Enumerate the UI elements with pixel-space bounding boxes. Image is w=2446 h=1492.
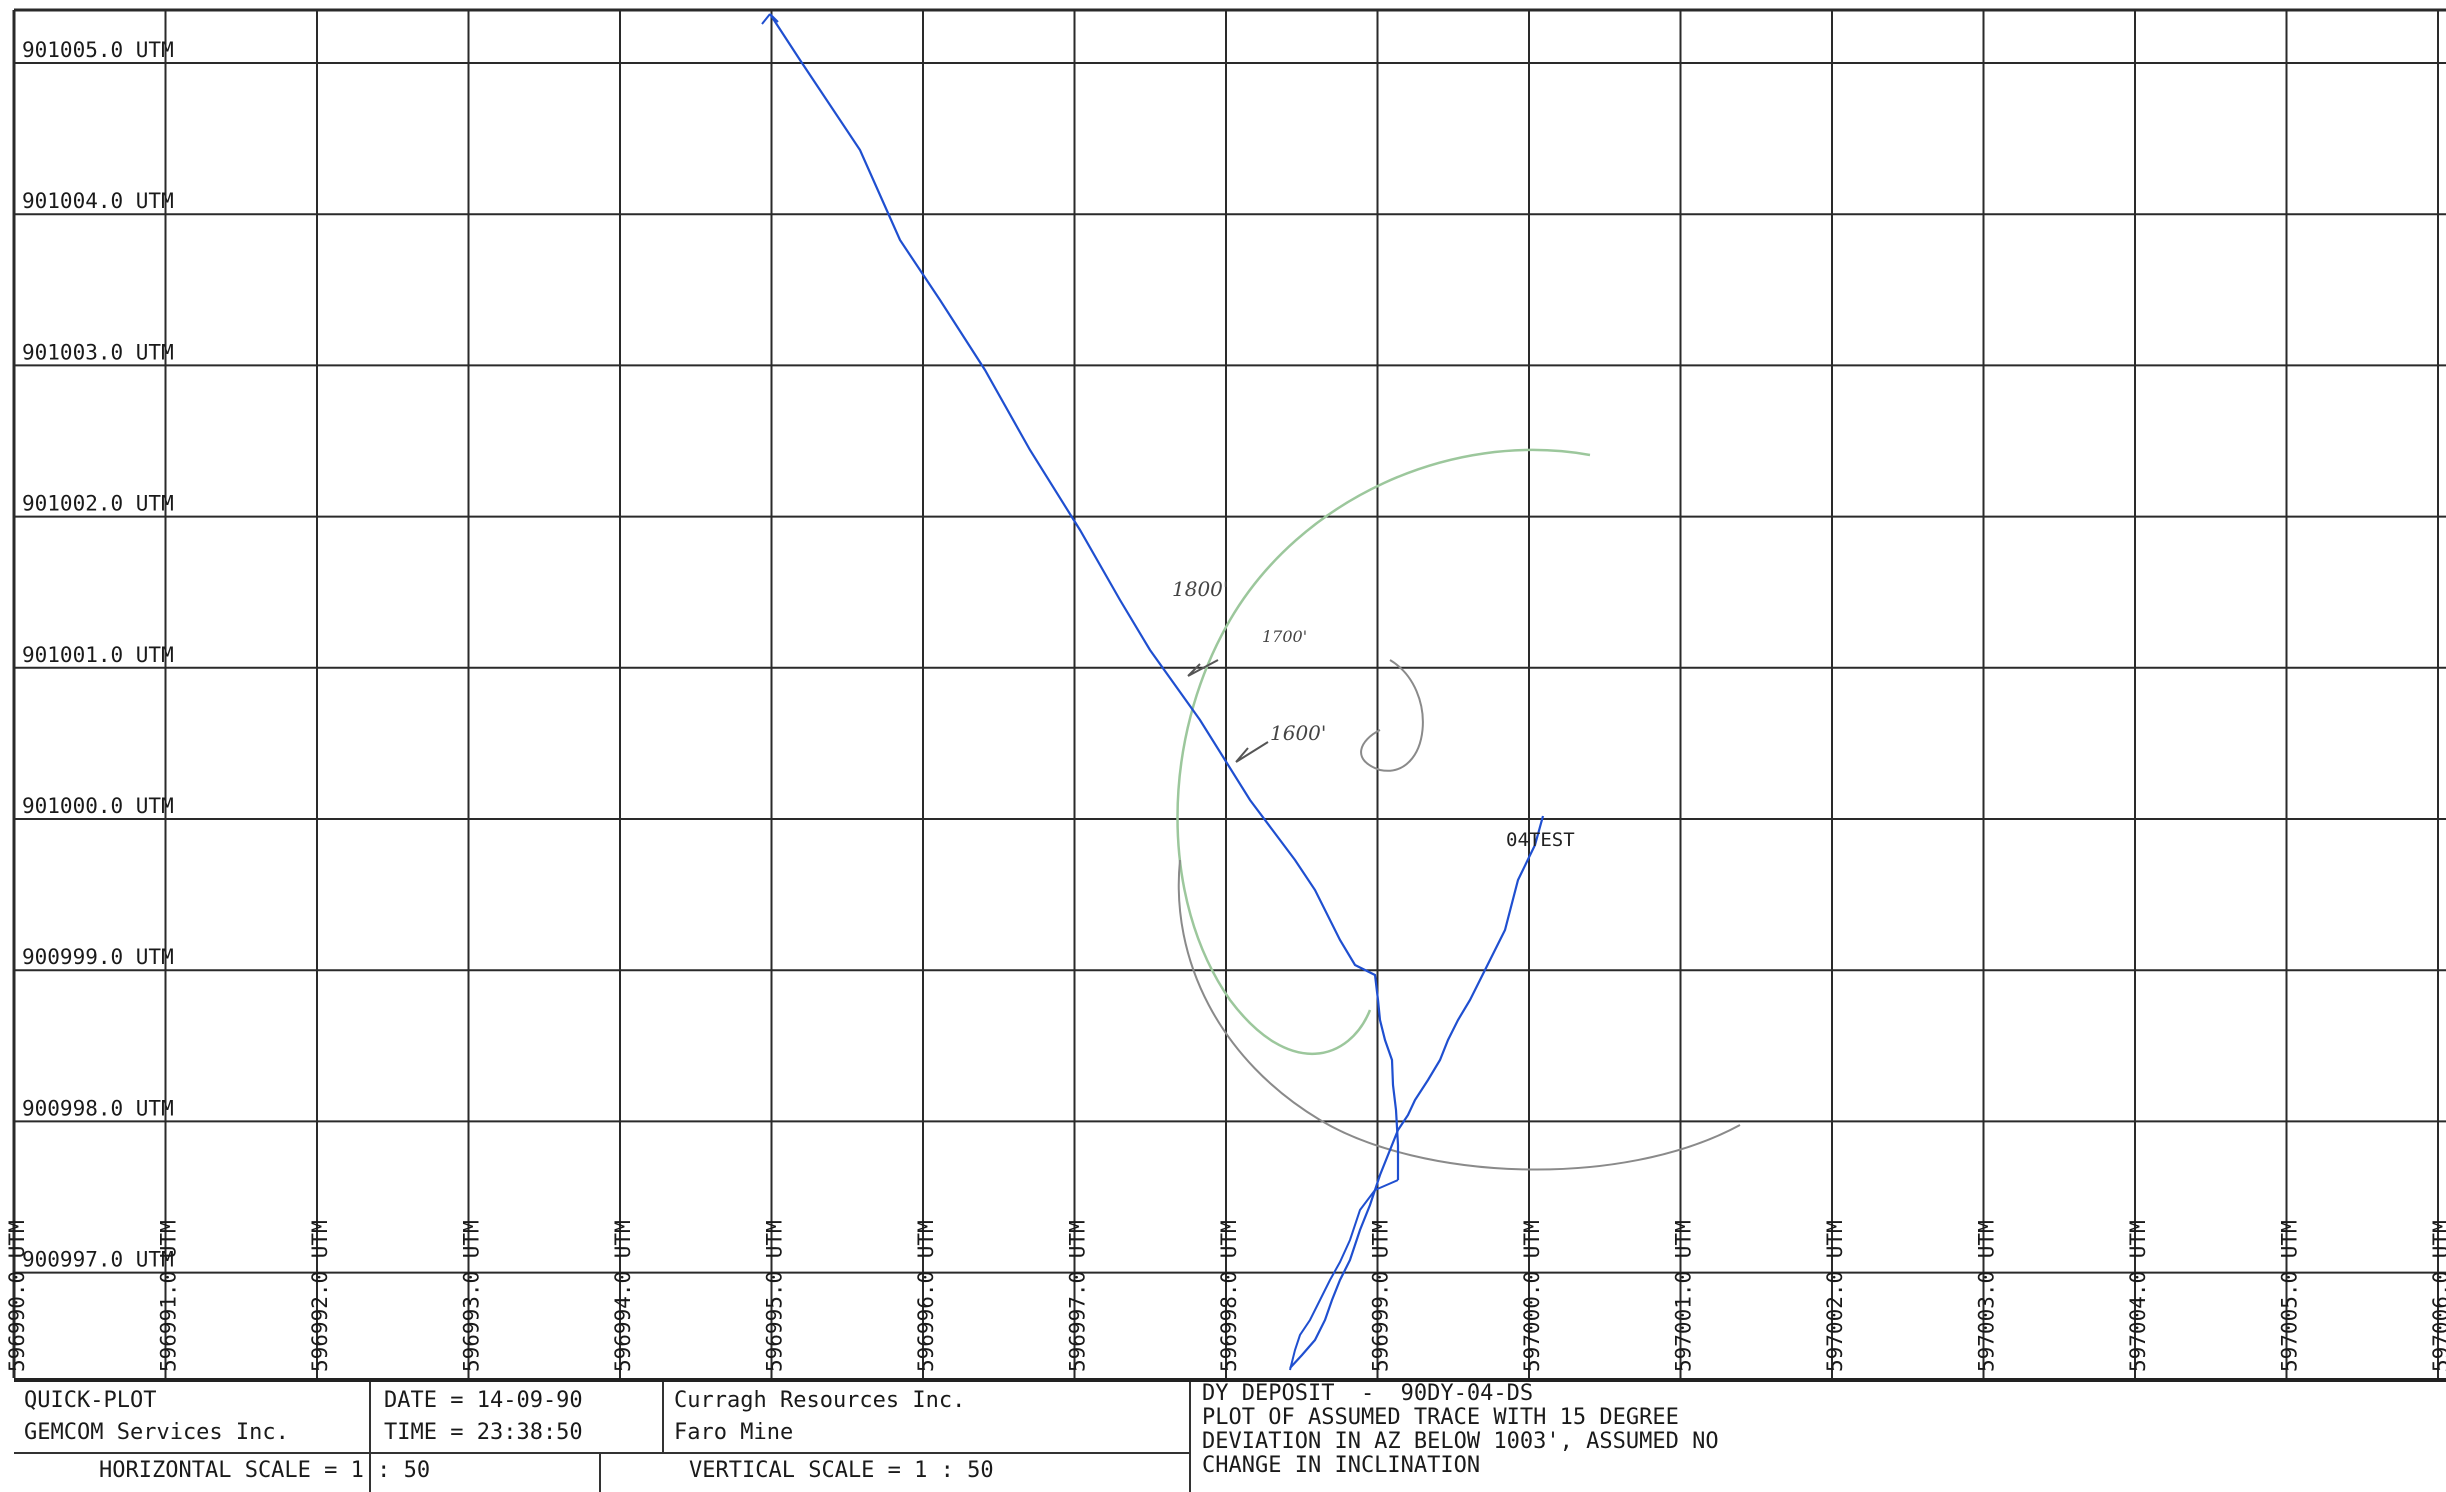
easting-label: 596990.0 UTM <box>5 1220 29 1372</box>
horizontal-scale: HORIZONTAL SCALE = 1 : 50 <box>99 1458 431 1483</box>
easting-label: 597000.0 UTM <box>1520 1220 1544 1372</box>
easting-label: 597001.0 UTM <box>1672 1220 1696 1372</box>
trace-start-arrow <box>761 13 779 25</box>
description-line-2: PLOT OF ASSUMED TRACE WITH 15 DEGREE <box>1202 1405 1679 1430</box>
northing-label: 901003.0 UTM <box>22 340 174 364</box>
easting-label: 596997.0 UTM <box>1066 1220 1090 1372</box>
plot-time: TIME = 23:38:50 <box>384 1420 583 1445</box>
easting-label: 596995.0 UTM <box>763 1220 787 1372</box>
vertical-scale: VERTICAL SCALE = 1 : 50 <box>689 1458 994 1483</box>
site-name: Faro Mine <box>674 1420 794 1445</box>
easting-label: 597002.0 UTM <box>1823 1220 1847 1372</box>
annotation-1600: 1600' <box>1270 721 1326 745</box>
northing-label: 901000.0 UTM <box>22 794 174 818</box>
drill-trace-04test <box>1289 815 1545 1369</box>
northing-label: 900998.0 UTM <box>22 1096 174 1120</box>
northing-label: 900997.0 UTM <box>22 1248 174 1272</box>
easting-label: 596999.0 UTM <box>1369 1220 1393 1372</box>
easting-label: 597006.0 UTM <box>2429 1220 2446 1372</box>
northing-label: 901004.0 UTM <box>22 189 174 213</box>
hole-label: 04TEST <box>1506 829 1575 851</box>
easting-label: 596992.0 UTM <box>308 1220 332 1372</box>
annotation-1700: 1700' <box>1262 627 1307 646</box>
easting-label: 596998.0 UTM <box>1217 1220 1241 1372</box>
easting-labels: 596990.0 UTM 596991.0 UTM 596992.0 UTM 5969… <box>5 1220 2446 1372</box>
drill-trace-offset <box>1289 1179 1399 1371</box>
description-line-3: DEVIATION IN AZ BELOW 1003', ASSUMED NO <box>1202 1429 1719 1454</box>
easting-label: 596991.0 UTM <box>157 1220 181 1372</box>
annotation-1800: 1800' <box>1172 577 1228 601</box>
pencil-arrow-1600 <box>1235 741 1269 763</box>
easting-label: 596996.0 UTM <box>914 1220 938 1372</box>
northing-labels: 901005.0 UTM 901004.0 UTM 901003.0 UTM 9010… <box>22 38 174 1272</box>
company-name: Curragh Resources Inc. <box>674 1388 966 1413</box>
title-block: QUICK-PLOT GEMCOM Services Inc. DATE = 1… <box>14 1378 2446 1492</box>
northing-label: 901005.0 UTM <box>22 38 174 62</box>
program-name: QUICK-PLOT <box>24 1388 157 1413</box>
northing-label: 901002.0 UTM <box>22 492 174 516</box>
pencil-spiral <box>1177 659 1741 1171</box>
northing-label: 900999.0 UTM <box>22 945 174 969</box>
pencil-arrow-1800 <box>1187 659 1219 677</box>
utm-grid <box>12 8 2446 1378</box>
plot-date: DATE = 14-09-90 <box>384 1388 583 1413</box>
drill-trace-plot: 901005.0 UTM 901004.0 UTM 901003.0 UTM 9010… <box>5 8 2446 1378</box>
drill-trace-main <box>769 13 1400 1180</box>
description-line-1: DY DEPOSIT - 90DY-04-DS <box>1202 1381 1534 1406</box>
easting-label: 597004.0 UTM <box>2126 1220 2150 1372</box>
description-line-4: CHANGE IN INCLINATION <box>1202 1453 1481 1478</box>
easting-label: 597005.0 UTM <box>2278 1220 2302 1372</box>
green-hand-arc <box>1176 448 1591 1056</box>
easting-label: 597003.0 UTM <box>1975 1220 1999 1372</box>
easting-label: 596993.0 UTM <box>460 1220 484 1372</box>
vendor-name: GEMCOM Services Inc. <box>24 1420 289 1445</box>
easting-label: 596994.0 UTM <box>611 1220 635 1372</box>
northing-label: 901001.0 UTM <box>22 643 174 667</box>
